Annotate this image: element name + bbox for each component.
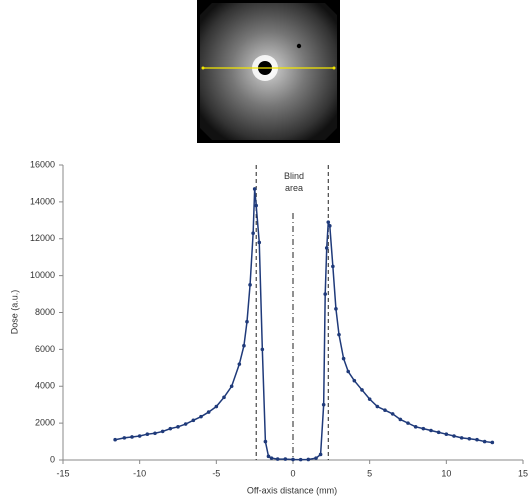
- data-point: [145, 432, 150, 436]
- x-tick-label: 10: [441, 468, 451, 478]
- data-point: [398, 417, 403, 422]
- data-point: [467, 436, 472, 441]
- data-point: [130, 435, 134, 439]
- data-point: [324, 246, 329, 250]
- data-point: [206, 410, 211, 414]
- data-point: [266, 454, 271, 459]
- data-point: [490, 440, 495, 445]
- detector-image: [197, 0, 340, 143]
- data-point: [306, 457, 311, 462]
- data-point: [245, 319, 249, 324]
- data-point: [160, 429, 165, 434]
- data-point: [314, 456, 318, 460]
- data-point: [222, 395, 226, 400]
- data-line: [114, 188, 493, 461]
- data-point: [352, 378, 357, 383]
- data-point: [237, 362, 242, 366]
- data-point: [444, 432, 449, 436]
- y-tick-label: 8000: [35, 307, 55, 317]
- y-tick-label: 6000: [35, 344, 55, 354]
- data-point: [260, 347, 265, 352]
- data-point: [257, 240, 262, 245]
- data-point: [334, 307, 338, 311]
- data-point: [331, 264, 335, 269]
- x-tick-label: 5: [367, 468, 372, 478]
- x-tick-label: -5: [212, 468, 220, 478]
- data-point: [328, 224, 332, 228]
- data-point: [122, 436, 127, 440]
- data-point: [168, 426, 173, 431]
- data-point: [452, 434, 456, 438]
- data-point: [475, 437, 479, 442]
- data-point: [242, 343, 246, 348]
- data-point: [214, 404, 219, 409]
- data-point: [254, 203, 258, 208]
- y-tick-label: 0: [50, 454, 55, 464]
- data-point: [269, 456, 274, 460]
- data-point: [251, 231, 255, 236]
- data-point: [346, 369, 351, 374]
- data-point: [429, 428, 433, 433]
- data-point: [482, 439, 487, 444]
- y-tick-label: 12000: [30, 233, 55, 243]
- data-point: [252, 187, 257, 191]
- y-tick-label: 14000: [30, 196, 55, 206]
- data-point: [421, 426, 426, 431]
- data-point: [406, 421, 410, 425]
- x-tick-label: 0: [290, 468, 295, 478]
- data-point: [199, 414, 203, 419]
- data-point: [337, 332, 341, 337]
- data-point: [176, 425, 180, 429]
- data-point: [229, 384, 234, 389]
- data-point: [275, 457, 280, 461]
- x-tick-label: -15: [56, 468, 69, 478]
- data-point: [321, 402, 326, 407]
- data-point: [326, 220, 331, 224]
- data-point: [283, 457, 288, 461]
- data-point: [375, 404, 380, 409]
- data-point: [413, 425, 418, 429]
- data-point: [341, 356, 346, 361]
- y-tick-label: 4000: [35, 381, 55, 391]
- y-tick-label: 10000: [30, 270, 55, 280]
- data-point: [360, 388, 364, 392]
- data-point: [323, 292, 328, 296]
- data-point: [191, 418, 196, 423]
- annotation: Blind area: [283, 171, 304, 193]
- x-tick-label: 15: [518, 468, 528, 478]
- data-point: [113, 437, 117, 442]
- data-point: [153, 431, 157, 436]
- data-point: [367, 397, 372, 401]
- data-point: [383, 408, 387, 413]
- data-point: [263, 439, 268, 444]
- data-point: [436, 430, 441, 435]
- data-point: [248, 283, 252, 287]
- y-tick-label: 2000: [35, 418, 55, 428]
- data-point: [137, 434, 142, 438]
- data-point: [459, 436, 464, 440]
- data-point: [390, 412, 395, 416]
- x-tick-label: -10: [133, 468, 146, 478]
- data-point: [291, 457, 295, 462]
- data-point: [183, 422, 188, 426]
- x-axis-label: Off-axis distance (mm): [247, 485, 337, 495]
- y-axis-label: Dose (a.u.): [9, 290, 19, 335]
- y-tick-label: 16000: [30, 159, 55, 169]
- data-point: [318, 452, 323, 457]
- data-point: [298, 457, 303, 462]
